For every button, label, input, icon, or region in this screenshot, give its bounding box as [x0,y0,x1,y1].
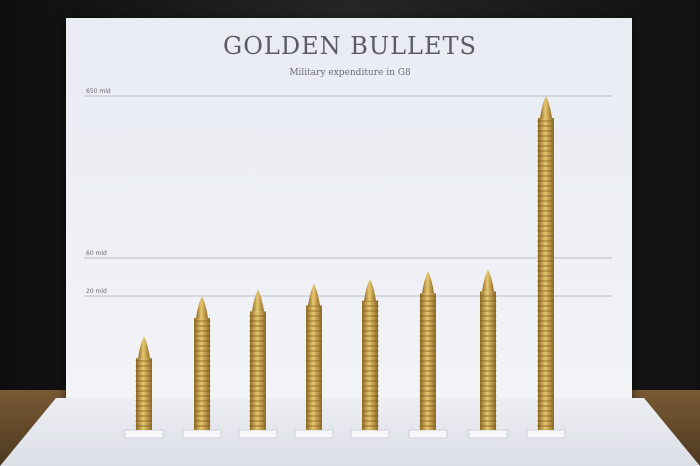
coin-stack [306,305,322,430]
bullet-bar [408,271,448,439]
bullet-base [468,429,508,439]
bullet-base [124,429,164,439]
bullet-base [238,429,278,439]
coin-stack [362,300,378,430]
chart-subtitle: Military expenditure in G8 [289,68,411,78]
bullet-bar [294,283,334,439]
coin-stack [194,318,210,430]
bullet-tip [364,278,376,301]
bullet-tip [482,269,494,292]
poster-floor [0,398,700,466]
bullet-base [408,429,448,439]
bullet-tip [540,96,552,118]
bullet-tip [138,336,150,359]
bullet-tip [422,271,434,294]
bullet-tip [308,283,320,306]
bullet-base [526,429,566,439]
y-tick-label: 20 mld [86,288,107,295]
bullet-bar [124,336,164,439]
bullet-tip [196,296,208,318]
bullet-base [350,429,390,439]
bullet-bar [238,289,278,439]
bullet-base [294,429,334,439]
coin-stack [538,118,554,430]
bullet-bar [468,269,508,439]
bullet-base [182,429,222,439]
coin-stack [136,358,152,430]
bullet-bar [526,96,566,439]
bullet-tip [252,289,264,312]
y-tick-label: 650 mld [86,88,111,95]
bullet-bar [182,296,222,439]
bullet-bar [350,278,390,439]
chart-title: GOLDEN BULLETS [223,32,477,60]
coin-stack [420,293,436,430]
y-tick-label: 60 mld [86,250,107,257]
